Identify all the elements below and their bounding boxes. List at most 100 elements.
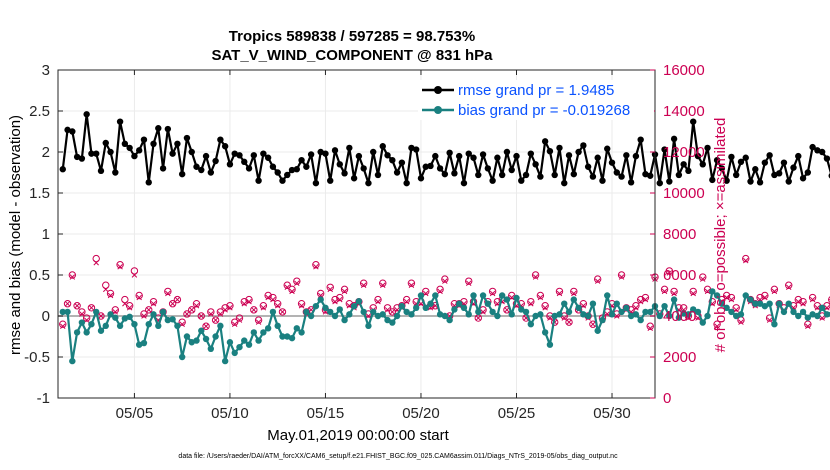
rmse-point (413, 146, 419, 152)
bias-point (208, 346, 214, 352)
x-axis-label: May.01,2019 00:00:00 start (267, 427, 449, 444)
rmse-point (203, 153, 209, 159)
y-tick-label: -1 (37, 390, 50, 407)
bias-point (738, 311, 744, 317)
bias-point (88, 321, 94, 327)
rmse-point (437, 165, 443, 171)
bias-point (103, 323, 109, 329)
bias-point (446, 317, 452, 323)
bias-point (131, 321, 137, 327)
rmse-point (103, 140, 109, 146)
rmse-point (575, 149, 581, 155)
rmse-point (212, 158, 218, 164)
y-tick-label: 0.5 (29, 267, 50, 284)
rmse-point (532, 161, 538, 167)
rmse-point (666, 178, 672, 184)
bias-point (169, 316, 175, 322)
bias-point (317, 296, 323, 302)
bias-point (494, 313, 500, 319)
rmse-point (485, 165, 491, 171)
rmse-point (680, 161, 686, 167)
rmse-point (165, 126, 171, 132)
rmse-point (671, 136, 677, 142)
rmse-point (571, 171, 577, 177)
rmse-point (537, 173, 543, 179)
rmse-point (370, 149, 376, 155)
bias-point (408, 311, 414, 317)
bias-point (590, 301, 596, 307)
bias-point (480, 292, 486, 298)
rmse-point (79, 155, 85, 161)
bias-point (203, 336, 209, 342)
bias-point (365, 323, 371, 329)
bias-point (98, 328, 104, 334)
bias-point (470, 292, 476, 298)
bias-point (418, 292, 424, 298)
rmse-point (451, 170, 457, 176)
bias-point (246, 342, 252, 348)
rmse-point (566, 152, 572, 158)
bias-point (571, 296, 577, 302)
rmse-point (637, 137, 643, 143)
rmse-point (107, 149, 113, 155)
bias-point (451, 306, 457, 312)
rmse-point (217, 137, 223, 143)
rmse-point (590, 173, 596, 179)
rmse-point (456, 153, 462, 159)
bias-point (265, 325, 271, 331)
y-tick-label: 2.5 (29, 103, 50, 120)
rmse-point (676, 172, 682, 178)
bias-point (537, 311, 543, 317)
bias-point (523, 309, 529, 315)
rmse-point (236, 152, 242, 158)
rmse-point (380, 143, 386, 149)
bias-point (819, 305, 825, 311)
y-right-tick-label: 2000 (663, 349, 696, 366)
rmse-point (795, 153, 801, 159)
rmse-point (184, 135, 190, 141)
rmse-point (824, 155, 830, 161)
bias-point (542, 329, 548, 335)
bias-point (604, 292, 610, 298)
rmse-point (174, 141, 180, 147)
bias-point (227, 339, 233, 345)
rmse-point (757, 179, 763, 185)
rmse-point (179, 171, 185, 177)
bias-point (700, 319, 706, 325)
bias-point (432, 292, 438, 298)
rmse-point (327, 178, 333, 184)
rmse-point (461, 180, 467, 186)
rmse-point (351, 175, 357, 181)
rmse-point (341, 170, 347, 176)
y-right-tick-label: 16000 (663, 62, 705, 79)
x-tick-label: 05/15 (307, 405, 345, 422)
y-right-tick-label: 4000 (663, 308, 696, 325)
rmse-point (528, 150, 534, 156)
rmse-point (208, 169, 214, 175)
y-tick-label: 0 (42, 308, 50, 325)
y-right-tick-label: 6000 (663, 267, 696, 284)
rmse-point (633, 153, 639, 159)
y-right-tick-label: 0 (663, 390, 671, 407)
x-tick-label: 05/30 (593, 405, 631, 422)
rmse-point (346, 145, 352, 151)
rmse-point (786, 178, 792, 184)
rmse-point (189, 149, 195, 155)
rmse-point (308, 151, 314, 157)
rmse-point (198, 167, 204, 173)
rmse-point (499, 172, 505, 178)
rmse-point (805, 169, 811, 175)
y-right-tick-label: 10000 (663, 185, 705, 202)
bias-point (270, 309, 276, 315)
bias-point (79, 319, 85, 325)
bias-point (308, 313, 314, 319)
bias-point (126, 314, 132, 320)
bias-point (298, 329, 304, 335)
rmse-point (227, 161, 233, 167)
rmse-point (270, 164, 276, 170)
rmse-point (790, 164, 796, 170)
bias-point (222, 358, 228, 364)
y-right-tick-label: 8000 (663, 226, 696, 243)
rmse-point (418, 175, 424, 181)
bias-point (341, 317, 347, 323)
